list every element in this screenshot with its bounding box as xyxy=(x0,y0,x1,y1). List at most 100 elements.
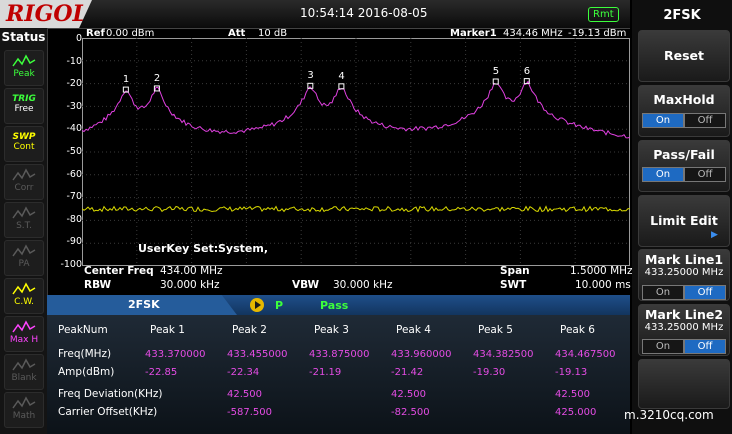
menu-title: 2FSK xyxy=(663,8,701,23)
sweep-text-line1: SWP xyxy=(12,132,36,142)
status-button-label: Math xyxy=(12,411,36,421)
status-button-signal-track[interactable]: S.T. xyxy=(4,202,44,238)
center-freq-value: 434.00 MHz xyxy=(160,265,223,277)
status-button-preamp[interactable]: PA xyxy=(4,240,44,276)
status-button-peak-search[interactable]: Peak xyxy=(4,50,44,86)
status-button-math-trace[interactable]: Math xyxy=(4,392,44,428)
signal-track-icon xyxy=(12,206,36,219)
maxhold-off-toggle[interactable]: Off xyxy=(684,113,726,128)
peak-marker-label: 4 xyxy=(338,70,345,82)
y-tick-label: -10 xyxy=(66,55,82,67)
status-button-label: C.W. xyxy=(14,297,34,307)
y-tick-label: -100 xyxy=(60,259,82,270)
passfail-softkey[interactable]: Pass/Fail xyxy=(638,140,730,192)
status-button-label: Corr xyxy=(14,183,34,193)
markline2-off-toggle[interactable]: Off xyxy=(684,339,726,354)
peak-marker-1 xyxy=(122,86,129,93)
table-cell: 42.500 xyxy=(555,389,590,400)
markline2-on-toggle[interactable]: On xyxy=(642,339,684,354)
y-tick-label: -70 xyxy=(66,191,82,203)
peak-marker-label: 3 xyxy=(307,70,314,82)
status-button-trigger[interactable]: TRIG Free xyxy=(4,88,44,124)
table-cell: 433.875000 xyxy=(309,349,370,360)
passfail-label: Pass/Fail xyxy=(653,147,715,162)
markline2-value: 433.25000 MHz xyxy=(644,322,724,333)
passfail-on-toggle[interactable]: On xyxy=(642,167,684,182)
table-cell: -19.13 xyxy=(555,367,588,378)
markline1-value: 433.25000 MHz xyxy=(644,267,724,278)
play-icon xyxy=(250,298,264,312)
status-button-blank-trace[interactable]: Blank xyxy=(4,354,44,390)
empty-softkey[interactable] xyxy=(638,359,730,409)
status-button-clear-write[interactable]: C.W. xyxy=(4,278,44,314)
passfail-off-toggle[interactable]: Off xyxy=(684,167,726,182)
status-button-label: S.T. xyxy=(16,221,32,231)
y-tick-label: -30 xyxy=(66,100,82,112)
peak-marker-4 xyxy=(338,83,345,90)
clear-write-icon xyxy=(12,282,36,295)
peak-column-header: Peak 1 xyxy=(150,324,185,336)
marker-frequency: 434.46 MHz xyxy=(503,28,563,39)
markline1-off-toggle[interactable]: Off xyxy=(684,285,726,300)
table-cell: 434.382500 xyxy=(473,349,534,360)
plot-frame xyxy=(82,38,630,266)
table-cell: 42.500 xyxy=(391,389,426,400)
reset-label: Reset xyxy=(664,48,704,63)
att-value: 10 dB xyxy=(258,28,288,39)
status-button-label: Blank xyxy=(11,373,37,383)
table-cell: -19.30 xyxy=(473,367,506,378)
reset-button[interactable]: Reset xyxy=(638,30,730,82)
peak-column-header: Peak 4 xyxy=(396,324,431,336)
remote-badge: Rmt xyxy=(588,7,619,22)
status-button-label: Peak xyxy=(13,69,35,79)
peak-marker-6 xyxy=(523,78,530,85)
watermark: m.3210cq.com xyxy=(624,408,714,422)
table-cell: -22.34 xyxy=(227,367,260,378)
userkey-value: System, xyxy=(218,242,268,255)
status-button-correction[interactable]: Corr xyxy=(4,164,44,200)
brand-logo: RIGOL xyxy=(0,0,92,28)
math-trace-icon xyxy=(12,396,36,409)
table-cell: 433.455000 xyxy=(227,349,288,360)
peak-column-header: Peak 3 xyxy=(314,324,349,336)
peak-column-header: Peak 2 xyxy=(232,324,267,336)
table-cell: 433.370000 xyxy=(145,349,206,360)
rbw-value: 30.000 kHz xyxy=(160,279,220,291)
limit-edit-label: Limit Edit xyxy=(650,213,718,228)
spectrum-plot xyxy=(82,38,630,266)
swt-value: 10.000 ms xyxy=(575,279,631,291)
marker-amplitude: -19.13 dBm xyxy=(568,28,627,39)
preamp-icon xyxy=(12,244,36,257)
status-button-sweep[interactable]: SWP Cont xyxy=(4,126,44,162)
status-button-label: Max H xyxy=(9,335,39,345)
max-hold-icon xyxy=(12,320,36,333)
status-button-max-hold[interactable]: Max H xyxy=(4,316,44,352)
table-cell: 42.500 xyxy=(227,389,262,400)
pass-indicator-label: P xyxy=(275,299,284,312)
span-value: 1.5000 MHz xyxy=(570,265,633,277)
markline1-on-toggle[interactable]: On xyxy=(642,285,684,300)
att-label: Att xyxy=(228,28,246,39)
markline2-softkey[interactable]: Mark Line2 433.25000 MHz xyxy=(638,304,730,356)
row-label: Amp(dBm) xyxy=(58,366,115,378)
center-freq-label: Center Freq xyxy=(84,265,154,277)
peak-marker-label: 5 xyxy=(492,66,500,77)
limit-edit-button[interactable]: Limit Edit xyxy=(638,195,730,247)
trigger-text-line1: TRIG xyxy=(12,94,36,104)
peak-marker-2 xyxy=(153,85,160,92)
table-cell: -22.85 xyxy=(145,367,178,378)
markline2-label: Mark Line2 xyxy=(644,307,724,322)
table-cell: -21.42 xyxy=(391,367,424,378)
maxhold-on-toggle[interactable]: On xyxy=(642,113,684,128)
status-button-label: PA xyxy=(18,259,30,269)
y-tick-label: -60 xyxy=(66,168,82,180)
measurement-tab[interactable] xyxy=(47,295,237,315)
max-hold-trace xyxy=(82,80,630,139)
row-label: Freq(MHz) xyxy=(58,348,112,360)
maxhold-softkey[interactable]: MaxHold xyxy=(638,85,730,137)
peaknum-header: PeakNum xyxy=(58,324,108,336)
y-tick-label: -50 xyxy=(66,146,82,157)
ref-value: 0.00 dBm xyxy=(106,28,155,39)
maxhold-label: MaxHold xyxy=(653,92,715,107)
table-cell: 425.000 xyxy=(555,407,597,418)
